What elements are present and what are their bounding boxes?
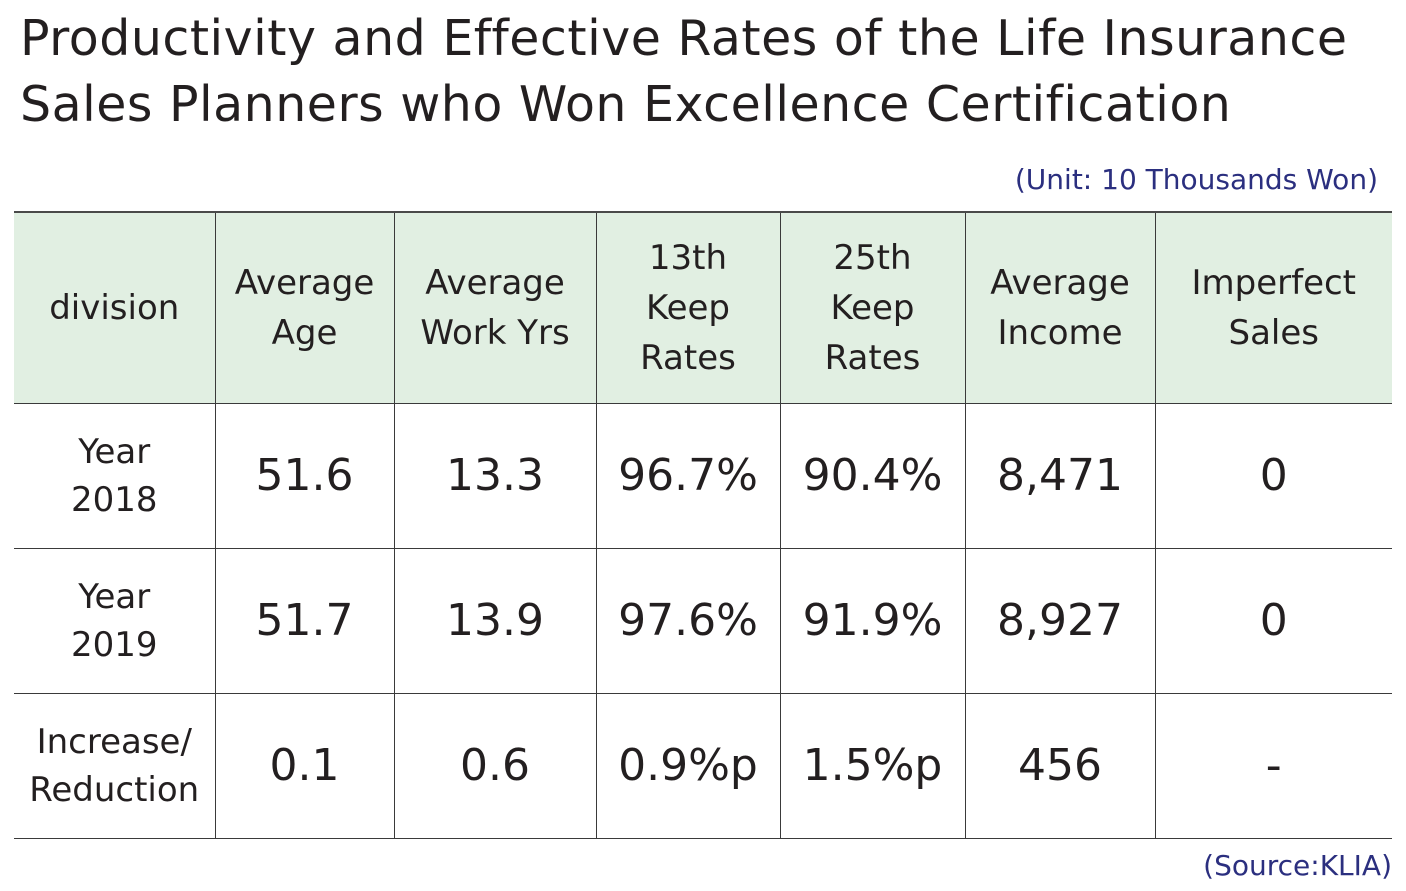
header-row: division Average Age Average Work Yrs 13… xyxy=(14,211,1392,404)
table-body: Year 2018 51.6 13.3 96.7% 90.4% 8,471 0 … xyxy=(14,403,1392,839)
header-average-income-text: Average Income xyxy=(990,263,1130,353)
cell-average-work-yrs: 13.3 xyxy=(393,403,596,549)
cell-25th-keep-rate: 1.5%p xyxy=(779,693,965,839)
header-13th-keep-rates-text: 13th Keep Rates xyxy=(640,238,736,378)
cell-13th-keep-rate: 97.6% xyxy=(595,548,780,694)
cell-average-work-yrs: 13.9 xyxy=(393,548,596,694)
source-note: (Source:KLIA) xyxy=(1203,849,1392,882)
row-label-text: Year 2018 xyxy=(70,432,158,520)
data-table: division Average Age Average Work Yrs 13… xyxy=(14,211,1392,839)
row-label-text: Year 2019 xyxy=(70,577,158,665)
header-25th-keep-rates-text: 25th Keep Rates xyxy=(824,238,921,378)
header-average-age-text: Average Age xyxy=(234,263,375,353)
header-25th-keep-rates: 25th Keep Rates xyxy=(779,211,965,404)
cell-13th-keep-rate: 0.9%p xyxy=(595,693,780,839)
table-row-2018: Year 2018 51.6 13.3 96.7% 90.4% 8,471 0 xyxy=(14,403,1392,549)
cell-average-income: 8,927 xyxy=(964,548,1155,694)
cell-imperfect-sales: 0 xyxy=(1154,548,1392,694)
header-average-work-yrs: Average Work Yrs xyxy=(393,211,596,404)
cell-average-income: 456 xyxy=(964,693,1155,839)
header-imperfect-sales: Imperfect Sales xyxy=(1154,211,1392,404)
table-header: division Average Age Average Work Yrs 13… xyxy=(14,211,1392,404)
cell-imperfect-sales: 0 xyxy=(1154,403,1392,549)
header-average-age: Average Age xyxy=(214,211,394,404)
header-average-work-yrs-text: Average Work Yrs xyxy=(420,263,570,353)
cell-average-work-yrs: 0.6 xyxy=(393,693,596,839)
table-row-2019: Year 2019 51.7 13.9 97.6% 91.9% 8,927 0 xyxy=(14,548,1392,694)
cell-average-income: 8,471 xyxy=(964,403,1155,549)
cell-average-age: 51.6 xyxy=(214,403,394,549)
header-division-text: division xyxy=(49,288,180,328)
cell-average-age: 51.7 xyxy=(214,548,394,694)
header-average-income: Average Income xyxy=(964,211,1155,404)
cell-13th-keep-rate: 96.7% xyxy=(595,403,780,549)
row-label: Year 2019 xyxy=(14,548,215,694)
header-division: division xyxy=(14,211,215,404)
table-row-increase-reduction: Increase/ Reduction 0.1 0.6 0.9%p 1.5%p … xyxy=(14,693,1392,839)
cell-average-age: 0.1 xyxy=(214,693,394,839)
row-label: Increase/ Reduction xyxy=(14,693,215,839)
header-imperfect-sales-text: Imperfect Sales xyxy=(1191,263,1357,353)
row-label: Year 2018 xyxy=(14,403,215,549)
cell-imperfect-sales: - xyxy=(1154,693,1392,839)
cell-25th-keep-rate: 90.4% xyxy=(779,403,965,549)
page-title-text: Productivity and Effective Rates of the … xyxy=(20,10,1348,133)
page-title: Productivity and Effective Rates of the … xyxy=(20,6,1400,138)
row-label-text: Increase/ Reduction xyxy=(29,722,200,810)
unit-note: (Unit: 10 Thousands Won) xyxy=(1014,163,1378,196)
header-13th-keep-rates: 13th Keep Rates xyxy=(595,211,780,404)
cell-25th-keep-rate: 91.9% xyxy=(779,548,965,694)
